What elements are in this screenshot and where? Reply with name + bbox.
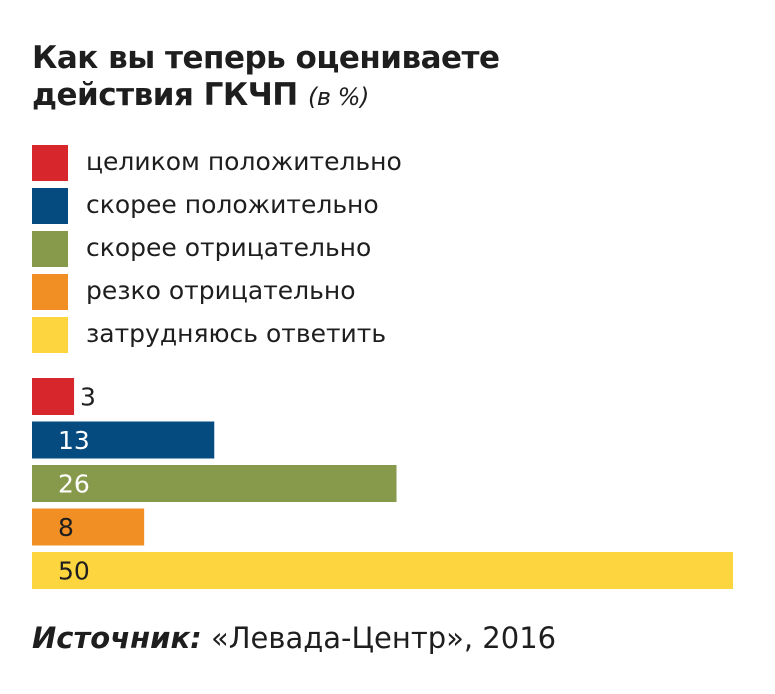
legend-label: скорее отрицательно	[86, 233, 372, 262]
bar-1	[32, 378, 75, 415]
chart-title: Как вы теперь оцениваете действия ГКЧП (…	[32, 40, 752, 116]
bar-value-label: 8	[58, 513, 74, 542]
legend-swatch	[32, 188, 68, 224]
bar-value-label: 50	[58, 557, 90, 586]
source-label: Источник:	[32, 621, 202, 655]
bar-value-label: 26	[58, 470, 90, 499]
legend-swatch	[32, 231, 68, 267]
legend-swatch	[32, 145, 68, 181]
legend-swatch	[32, 317, 68, 353]
title-line-1: Как вы теперь оцениваете	[32, 40, 500, 76]
bar-3	[32, 465, 397, 502]
title-line-2: действия ГКЧП	[32, 77, 298, 113]
source-text: «Левада-Центр», 2016	[210, 621, 557, 655]
source-note: Источник: «Левада-Центр», 2016	[32, 618, 556, 658]
bar-2	[32, 421, 215, 459]
bar-value-label: 3	[80, 383, 96, 412]
legend-label: целиком положительно	[86, 147, 402, 176]
legend-label: резко отрицательно	[86, 276, 356, 305]
bar-value-label: 13	[58, 426, 90, 455]
legend-swatch	[32, 274, 68, 310]
bar-4	[32, 508, 145, 546]
legend-label: затрудняюсь ответить	[86, 319, 387, 348]
legend-label: скорее положительно	[86, 190, 379, 219]
bar-5	[32, 552, 733, 589]
title-unit: (в %)	[308, 83, 369, 111]
